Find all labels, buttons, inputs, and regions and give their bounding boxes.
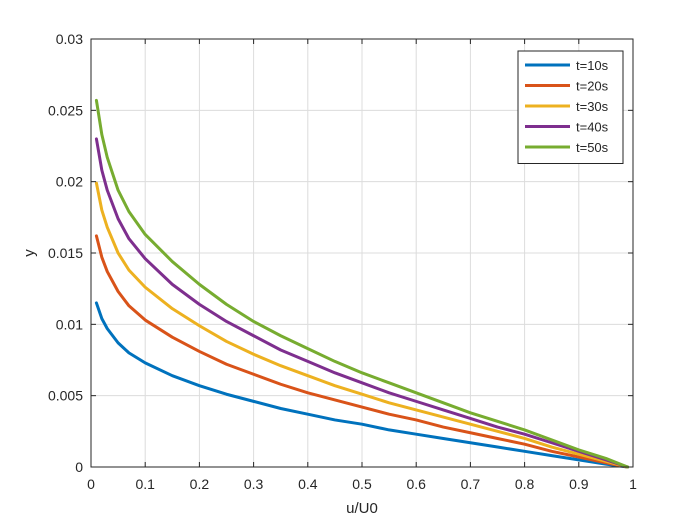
- legend-label-2: t=20s: [576, 79, 609, 94]
- y-tick-label: 0.01: [56, 316, 83, 332]
- x-tick-label: 0.8: [515, 476, 535, 492]
- x-tick-label: 0: [87, 476, 95, 492]
- y-tick-label: 0.03: [56, 31, 83, 47]
- series-line-2: [94, 234, 630, 469]
- legend-label-1: t=10s: [576, 58, 609, 73]
- y-axis-label: y: [21, 249, 38, 257]
- series-line-5: [94, 98, 630, 469]
- legend-label-4: t=40s: [576, 120, 609, 135]
- x-tick-label: 0.9: [569, 476, 589, 492]
- x-tick-label: 0.2: [190, 476, 210, 492]
- x-tick-label: 0.6: [406, 476, 426, 492]
- y-tick-label: 0.02: [56, 174, 83, 190]
- x-tick-label: 0.5: [352, 476, 372, 492]
- x-tick-label: 0.7: [461, 476, 481, 492]
- series-line-1: [94, 301, 630, 469]
- series-line-3: [94, 181, 630, 469]
- x-tick-label: 0.1: [135, 476, 155, 492]
- y-tick-label: 0.025: [48, 102, 83, 118]
- y-tick-label: 0: [75, 459, 83, 475]
- legend: t=10s t=20s t=30s t=40s t=50s: [517, 50, 624, 164]
- legend-label-3: t=30s: [576, 99, 609, 114]
- x-tick-label: 0.4: [298, 476, 318, 492]
- x-tick-label: 1: [629, 476, 637, 492]
- x-tick-label: 0.3: [244, 476, 264, 492]
- y-tick-label: 0.005: [48, 388, 83, 404]
- x-axis-label: u/U0: [346, 500, 378, 517]
- legend-label-5: t=50s: [576, 140, 609, 155]
- series-line-4: [94, 137, 630, 469]
- y-tick-label: 0.015: [48, 245, 83, 261]
